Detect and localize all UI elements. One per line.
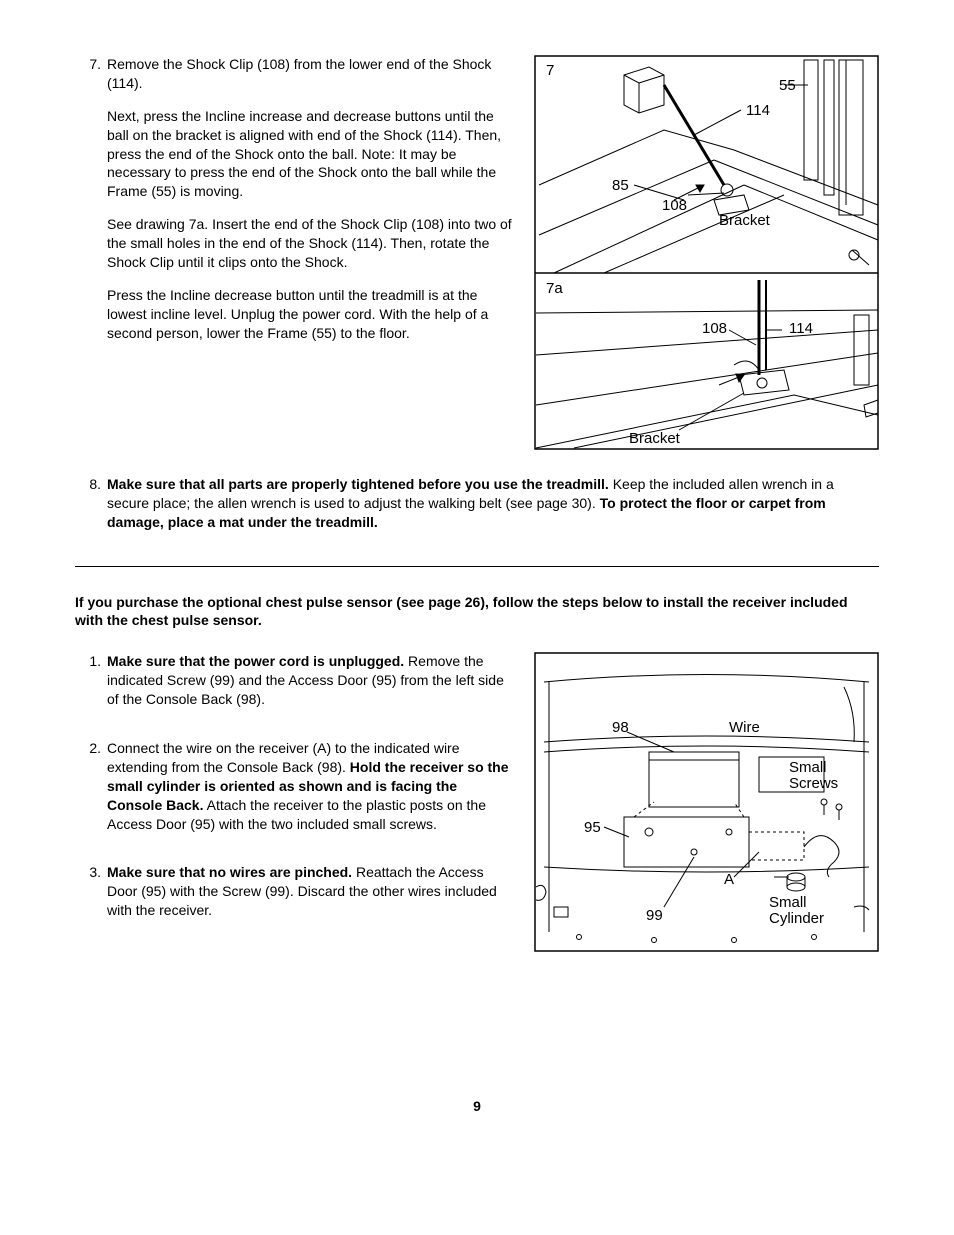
fig2-smscr2: Screws (789, 775, 838, 792)
fig2-a: A (724, 871, 734, 888)
step-body: Remove the Shock Clip (108) from the low… (107, 55, 514, 357)
step-body: Make sure that all parts are properly ti… (107, 475, 879, 546)
fig7-l108: 108 (662, 197, 687, 214)
fig7-panel-label: 7 (546, 62, 554, 79)
fig7-l85: 85 (612, 177, 629, 194)
step7-p3: See drawing 7a. Insert the end of the Sh… (107, 215, 514, 272)
fig7-l55: 55 (779, 77, 796, 94)
fig7a-l114: 114 (789, 320, 813, 337)
fig2-l99: 99 (646, 907, 663, 924)
fig7-bracket: Bracket (719, 212, 771, 229)
step7-p4: Press the Incline decrease button until … (107, 286, 514, 343)
receiver-intro: If you purchase the optional chest pulse… (75, 593, 879, 631)
fig7a-panel-label: 7a (546, 280, 563, 297)
fig2-smcyl2: Cylinder (769, 910, 824, 927)
rstep-2: 2. Connect the wire on the receiver (A) … (75, 739, 514, 847)
section-divider (75, 566, 879, 567)
fig2-wire: Wire (729, 719, 760, 736)
page-number: 9 (75, 1097, 879, 1116)
step-number: 8. (75, 475, 107, 546)
step-number: 3. (75, 863, 107, 934)
step-7: 7. Remove the Shock Clip (108) from the … (75, 55, 514, 357)
r1-b1: Make sure that the power cord is unplugg… (107, 653, 404, 669)
step-8: 8. Make sure that all parts are properly… (75, 475, 879, 546)
fig7-l114: 114 (746, 102, 770, 119)
fig7a-bracket: Bracket (629, 430, 681, 447)
step-number: 7. (75, 55, 107, 357)
step8-b1: Make sure that all parts are properly ti… (107, 476, 609, 492)
step-number: 2. (75, 739, 107, 847)
step-number: 1. (75, 652, 107, 723)
fig2-smcyl1: Small (769, 894, 807, 911)
figure-receiver: 98 Wire Small Screws 95 A 99 Small Cylin… (534, 652, 879, 957)
fig7a-l108: 108 (702, 320, 727, 337)
rstep-1: 1. Make sure that the power cord is unpl… (75, 652, 514, 723)
fig2-l95: 95 (584, 819, 601, 836)
figure-7: 7 (534, 55, 879, 455)
step7-p2: Next, press the Incline increase and dec… (107, 107, 514, 201)
fig2-smscr1: Small (789, 759, 827, 776)
rstep-3: 3. Make sure that no wires are pinched. … (75, 863, 514, 934)
step7-p1: Remove the Shock Clip (108) from the low… (107, 55, 514, 93)
fig2-l98: 98 (612, 719, 629, 736)
r3-b1: Make sure that no wires are pinched. (107, 864, 352, 880)
